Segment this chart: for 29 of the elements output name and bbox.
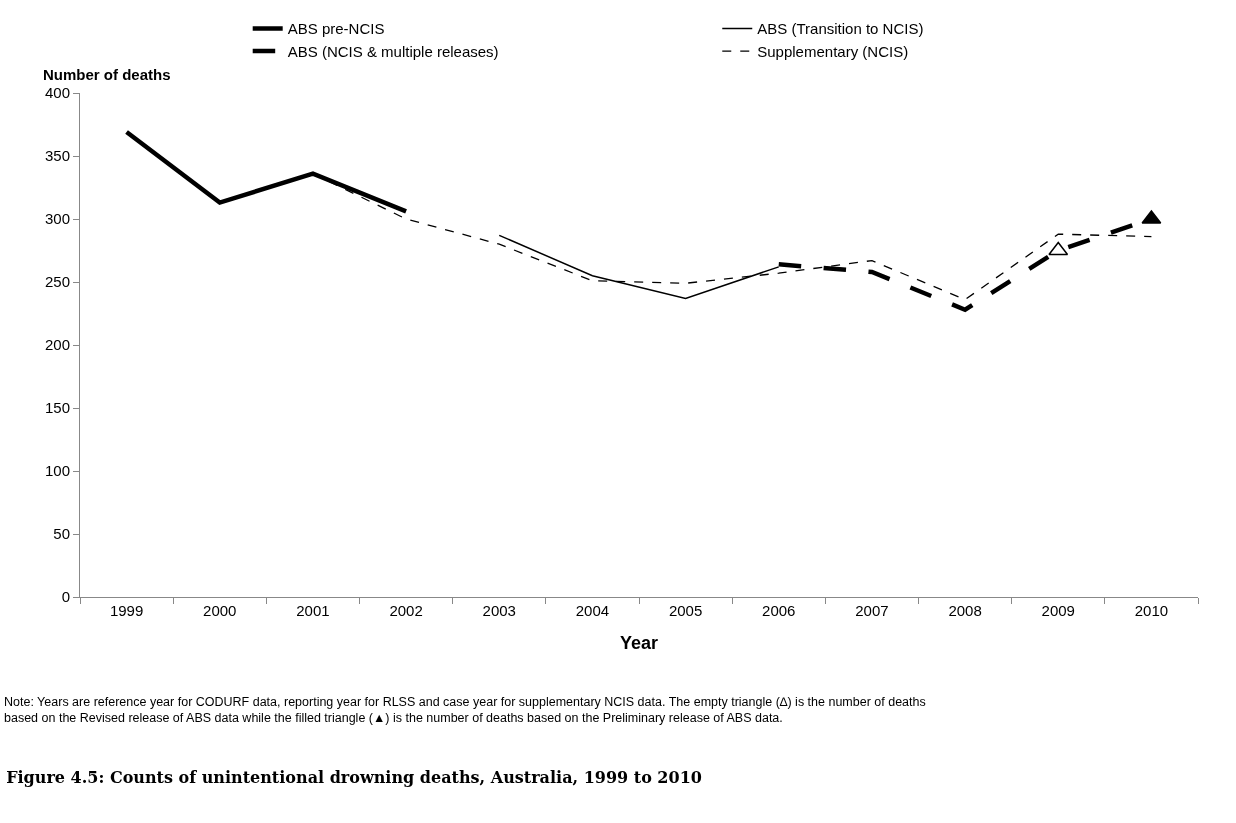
x-tick-label: 2004 [575,602,610,619]
x-tick-label: 2008 [948,602,982,619]
y-tick-label: 150 [44,399,70,417]
text: Note: Years are reference year for CODURF data, reporting year for RLSS and case year for supplementary NCIS data. The empty triangle (∆) is the number of deaths based on the Revised release of ABS data while the filled triangle (▲) is the number of deaths based on the Preliminary release of ABS data. [4,695,926,726]
x-tick-label: 2005 [668,602,703,619]
text: Figure 4.5: Counts of unintentional drowning deaths, Australia, 1999 to 2010 [6,768,702,788]
legend-label: ABS (NCIS & multiple releases) [287,42,499,60]
x-tick-label: 1999 [109,602,144,619]
y-tick-label: 100 [44,462,70,480]
y-tick-label: 250 [44,273,70,291]
y-tick-label: 200 [44,336,70,354]
x-tick-label: 2001 [296,602,330,619]
y-tick-label: 0 [61,588,70,606]
x-axis-title: Year [619,633,659,654]
legend-label: Supplementary (NCIS) [757,42,909,60]
x-tick-label: 2009 [1041,602,1075,619]
y-tick-label: 300 [44,210,70,228]
legend-label: ABS pre-NCIS [287,20,385,38]
y-tick-label: 350 [44,147,70,165]
y-tick-label: 50 [53,525,70,543]
x-tick-label: 2002 [389,602,423,619]
x-tick-label: 2006 [762,602,796,619]
x-tick-label: 2000 [203,602,237,619]
y-axis-title: Number of deaths [43,66,171,83]
y-tick-label: 400 [44,84,70,102]
legend-label: ABS (Transition to NCIS) [757,20,924,38]
x-tick-label: 2007 [855,602,889,619]
x-tick-label: 2010 [1134,602,1169,619]
x-tick-label: 2003 [482,602,516,619]
